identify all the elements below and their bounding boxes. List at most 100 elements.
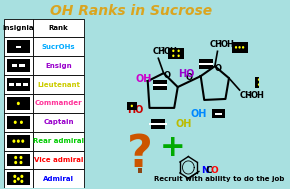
Text: Ensign: Ensign [45, 63, 72, 69]
Circle shape [238, 46, 241, 49]
Text: OH: OH [176, 119, 192, 129]
Text: O: O [211, 166, 218, 175]
Bar [212, 109, 224, 118]
Bar [126, 102, 137, 110]
Text: CH: CH [210, 40, 222, 49]
Circle shape [12, 139, 15, 143]
Bar [7, 172, 30, 185]
Text: CH: CH [240, 91, 253, 101]
Bar [33, 37, 84, 56]
Bar [23, 83, 28, 86]
Bar [4, 75, 33, 94]
Circle shape [17, 139, 20, 143]
Text: Recruit with ability to do the job: Recruit with ability to do the job [154, 176, 284, 182]
Bar [33, 113, 84, 132]
Circle shape [131, 105, 133, 107]
Text: Lieutenant: Lieutenant [37, 82, 80, 88]
Text: 2: 2 [247, 92, 251, 97]
Circle shape [19, 156, 23, 159]
Circle shape [177, 50, 180, 52]
Bar [33, 75, 84, 94]
Text: Captain: Captain [43, 119, 74, 125]
Circle shape [17, 102, 20, 105]
Bar [199, 59, 213, 69]
Bar [7, 97, 30, 110]
Circle shape [265, 83, 267, 86]
Circle shape [235, 46, 237, 49]
Bar [255, 77, 271, 88]
Circle shape [13, 180, 16, 183]
Text: Rank: Rank [49, 25, 68, 31]
Bar [200, 63, 206, 65]
Bar [4, 170, 33, 188]
Bar [232, 42, 247, 53]
Bar [206, 63, 213, 65]
Circle shape [17, 177, 20, 180]
Bar [168, 48, 184, 59]
Circle shape [172, 50, 175, 52]
Circle shape [21, 139, 24, 143]
Bar [153, 80, 167, 90]
Bar [7, 154, 30, 167]
Text: OH Ranks in Sucrose: OH Ranks in Sucrose [50, 4, 212, 18]
Circle shape [172, 54, 175, 57]
Text: ?: ? [127, 133, 153, 176]
Bar [4, 19, 33, 37]
Text: N: N [201, 166, 208, 175]
Circle shape [261, 81, 264, 83]
Bar [19, 64, 25, 67]
Text: Commander: Commander [35, 100, 82, 106]
Circle shape [14, 156, 17, 159]
Bar [7, 40, 30, 53]
Bar [4, 113, 33, 132]
Circle shape [242, 46, 244, 49]
Bar [149, 123, 157, 125]
Text: C: C [206, 166, 212, 175]
Bar [33, 132, 84, 151]
Text: Insignia: Insignia [3, 25, 34, 31]
Bar [33, 170, 84, 188]
Text: Vice admiral: Vice admiral [34, 157, 83, 163]
Circle shape [258, 78, 260, 81]
Bar [7, 135, 30, 148]
Text: OH: OH [250, 91, 264, 101]
Circle shape [265, 78, 267, 81]
Circle shape [13, 175, 16, 178]
Text: 2: 2 [218, 40, 221, 45]
Circle shape [20, 180, 23, 183]
Bar [151, 119, 165, 129]
Text: OH: OH [191, 109, 207, 119]
Circle shape [19, 161, 23, 164]
Text: 2: 2 [161, 47, 165, 52]
Circle shape [20, 121, 23, 124]
Bar [4, 56, 33, 75]
Bar [33, 56, 84, 75]
Text: +: + [160, 133, 185, 162]
Bar [33, 19, 84, 37]
Bar [4, 37, 33, 56]
Bar [4, 151, 33, 170]
Bar [12, 64, 17, 67]
Circle shape [14, 121, 17, 124]
Bar [7, 59, 30, 72]
Bar [215, 113, 222, 115]
Text: CH: CH [153, 47, 166, 56]
Bar [16, 46, 21, 48]
Bar [33, 94, 84, 113]
Circle shape [258, 83, 260, 86]
Bar [33, 151, 84, 170]
Text: Admiral: Admiral [43, 176, 74, 182]
Text: O: O [164, 71, 171, 80]
Text: O: O [186, 73, 193, 82]
Bar [4, 132, 33, 151]
Bar [9, 83, 14, 86]
Text: OH: OH [163, 47, 177, 56]
Circle shape [14, 161, 17, 164]
Bar [7, 78, 30, 91]
Bar [138, 168, 142, 174]
Text: SucrOHs: SucrOHs [42, 44, 75, 50]
Bar [16, 83, 21, 86]
Circle shape [177, 54, 180, 57]
Text: HO: HO [178, 69, 195, 79]
Bar [160, 123, 167, 125]
